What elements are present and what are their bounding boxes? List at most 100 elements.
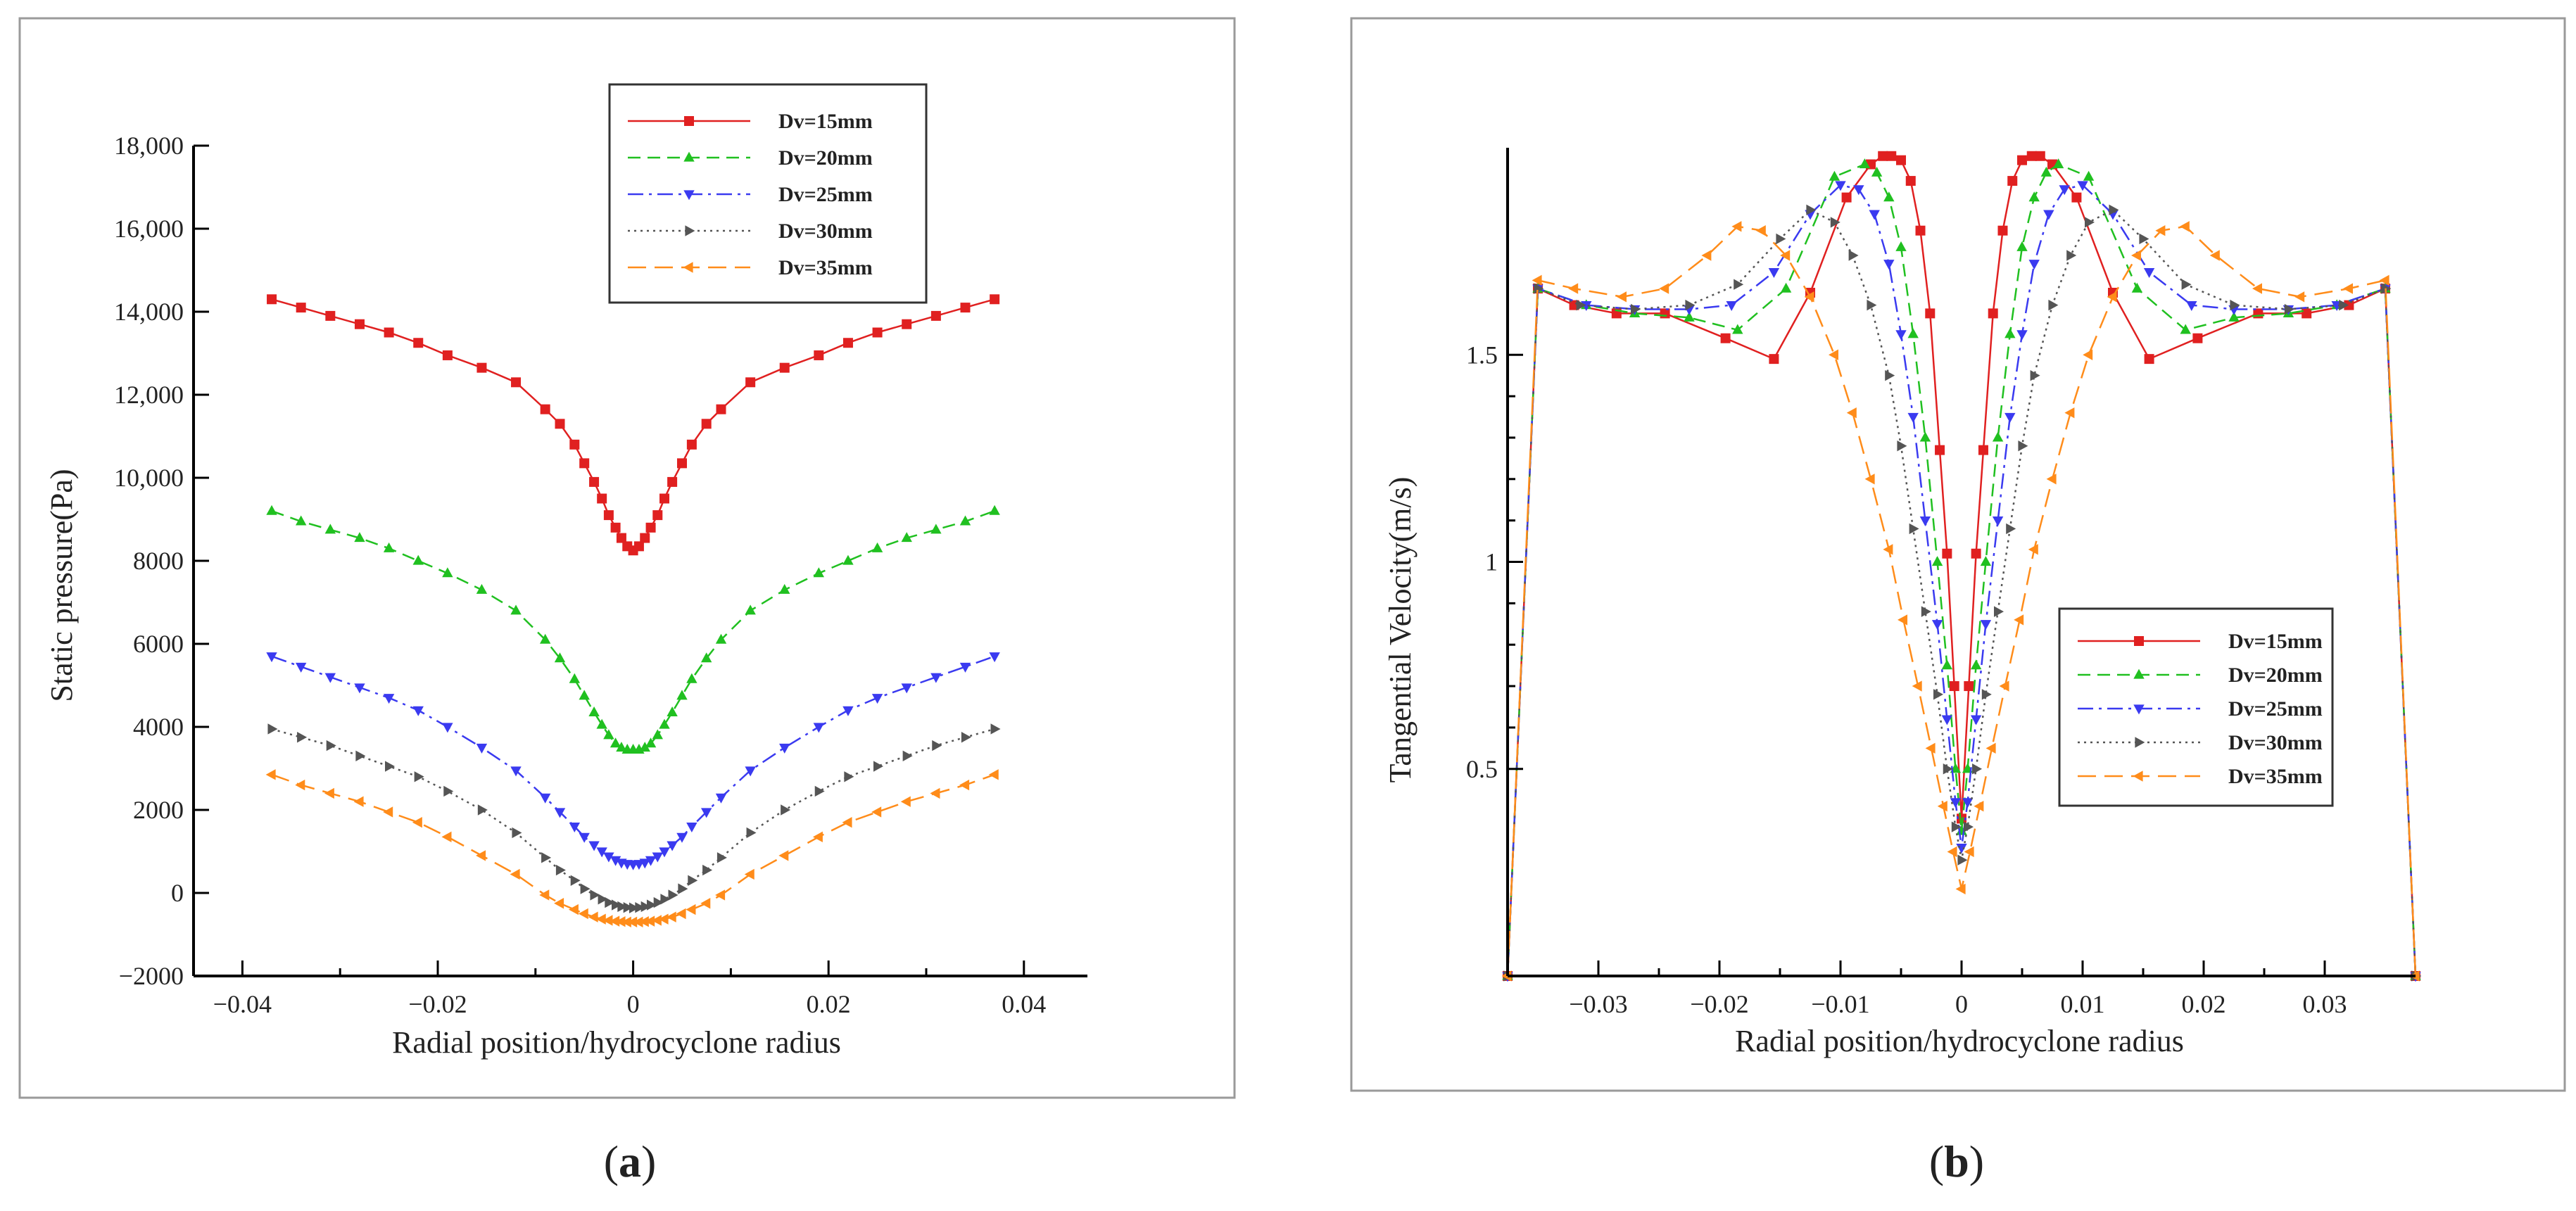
a-data-point: [660, 894, 671, 905]
b-data-point: [2379, 274, 2389, 286]
a-data-point: [623, 901, 633, 913]
b-data-point: [1776, 233, 1786, 245]
b-y-tick-label: 1.5: [1466, 341, 1498, 369]
b-y-tick-label: 1: [1485, 548, 1498, 576]
a-data-point: [605, 896, 615, 908]
a-data-point: [325, 310, 336, 321]
b-x-tick-label: −0.03: [1569, 990, 1627, 1018]
a-data-point: [653, 896, 664, 908]
a-data-point: [779, 583, 790, 594]
a-data-point: [666, 911, 676, 922]
a-data-point: [716, 852, 727, 863]
b-data-point: [1878, 151, 1888, 161]
b-data-point: [2209, 250, 2220, 261]
b-data-point: [2077, 181, 2088, 191]
a-y-tick-label: 10,000: [114, 464, 184, 492]
b-data-point: [2284, 303, 2294, 315]
b-data-point: [2014, 614, 2024, 626]
a-series-markers-2: [266, 505, 1000, 754]
a-x-tick-label: −0.02: [408, 990, 467, 1018]
b-data-point: [1731, 221, 1742, 232]
b-legend-label: Dv=15mm: [2228, 630, 2323, 653]
a-data-point: [651, 915, 662, 926]
a-data-point: [383, 542, 395, 552]
a-data-point: [324, 524, 336, 534]
a-data-point: [354, 683, 365, 694]
a-data-point: [700, 898, 711, 909]
a-data-point: [959, 779, 970, 791]
b-data-point: [2252, 283, 2262, 294]
a-legend-label: Dv=30mm: [778, 220, 873, 243]
b-data-point: [1883, 544, 1893, 555]
b-data-point: [2017, 155, 2027, 165]
a-data-point: [610, 522, 621, 533]
b-legend-marker: [2133, 771, 2143, 782]
b-y-tick-label: 0.5: [1466, 755, 1498, 783]
a-legend-marker: [684, 116, 694, 126]
b-data-point: [2016, 241, 2028, 251]
b-data-point: [1925, 308, 1936, 319]
b-data-point: [1885, 369, 1895, 381]
b-data-point: [1941, 659, 1953, 670]
a-data-point: [476, 362, 487, 373]
a-data-point: [324, 673, 336, 683]
a-data-point: [510, 604, 522, 615]
a-data-point: [645, 522, 656, 533]
a-x-tick-label: 0.02: [807, 990, 851, 1018]
a-data-point: [844, 771, 854, 782]
a-data-point: [602, 915, 613, 926]
b-data-point: [2028, 191, 2040, 202]
b-data-point: [2302, 308, 2312, 319]
a-data-point: [902, 319, 912, 329]
b-data-point: [1859, 158, 1871, 169]
a-data-point: [603, 852, 614, 863]
b-legend-label: Dv=25mm: [2228, 697, 2323, 721]
b-data-point: [1617, 291, 1627, 303]
a-data-point: [645, 915, 655, 927]
a-y-tick-label: 6000: [133, 630, 184, 658]
a-data-point: [617, 901, 628, 913]
b-data-point: [2139, 233, 2149, 245]
a-data-point: [603, 510, 614, 521]
b-data-point: [2004, 412, 2016, 423]
a-data-point: [265, 769, 276, 780]
a-data-point: [745, 766, 756, 777]
b-data-point: [2131, 250, 2141, 261]
a-data-point: [383, 694, 395, 704]
b-data-point: [1726, 301, 1737, 312]
a-data-point: [930, 787, 940, 799]
a-data-point: [745, 604, 756, 615]
b-series-line-2: [1506, 163, 2417, 977]
a-data-point: [555, 864, 566, 876]
panel-b-legend: Dv=15mm Dv=20mm Dv=25mm Dv=30mm Dv=35mm: [2058, 607, 2334, 807]
b-data-point: [2230, 299, 2240, 311]
a-series-line-2: [271, 510, 995, 751]
b-data-point: [1942, 548, 1952, 559]
a-data-point: [595, 913, 606, 925]
b-data-point: [1964, 681, 1974, 692]
a-data-point: [326, 740, 336, 752]
b-data-point: [1829, 170, 1841, 181]
b-data-point: [1943, 763, 1953, 775]
a-data-point: [510, 766, 522, 777]
b-legend-marker: [2133, 704, 2145, 715]
a-data-point: [640, 533, 650, 543]
b-data-point: [1532, 274, 1542, 286]
b-data-point: [2179, 221, 2190, 232]
a-data-point: [676, 832, 688, 843]
a-data-point: [476, 743, 488, 754]
a-data-point: [635, 901, 645, 913]
a-data-point: [930, 673, 942, 683]
a-data-point: [686, 439, 697, 450]
b-data-point: [1988, 308, 1998, 319]
a-data-point: [324, 787, 334, 799]
a-data-point: [988, 769, 999, 780]
a-data-point: [355, 750, 366, 761]
b-data-point: [1576, 299, 1586, 311]
b-data-point: [2192, 333, 2203, 343]
a-data-point: [814, 785, 825, 797]
a-data-point: [667, 706, 678, 716]
a-data-point: [267, 723, 278, 735]
a-data-point: [539, 889, 550, 901]
a-data-point: [554, 652, 566, 663]
